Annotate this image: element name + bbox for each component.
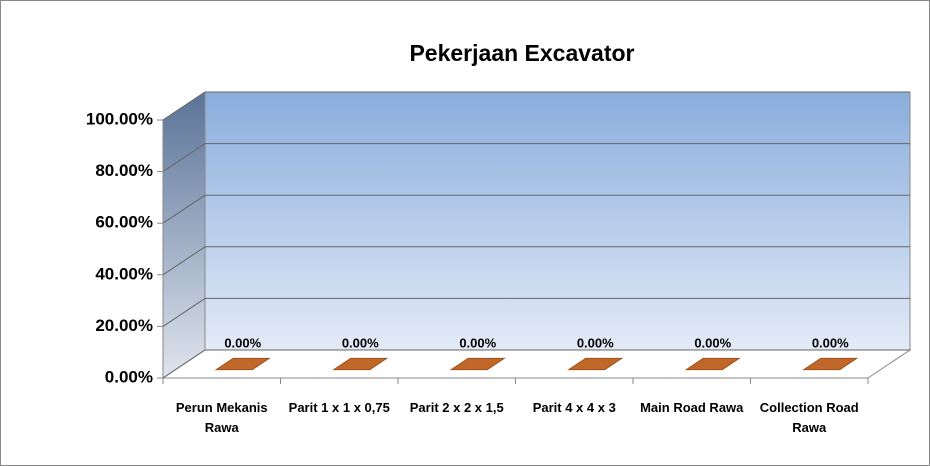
grid-line	[162, 297, 206, 327]
x-tick-label: Main Road Rawa	[640, 400, 744, 415]
side-wall	[162, 91, 206, 379]
grid-line	[162, 194, 206, 224]
value-label: 0.00%	[342, 335, 379, 350]
x-tick-label: Perun Mekanis Rawa	[175, 400, 268, 435]
bar	[802, 357, 859, 371]
bar	[684, 357, 741, 371]
y-tick-label: 0.00%	[105, 367, 153, 386]
bar	[214, 357, 271, 371]
grid-line	[162, 91, 206, 121]
grid-line	[162, 143, 206, 173]
value-label: 0.00%	[577, 335, 614, 350]
bar	[449, 357, 506, 371]
floor	[161, 349, 912, 379]
x-tick-label: Parit 2 x 2 x 1,5	[409, 400, 504, 415]
value-label: 0.00%	[812, 335, 849, 350]
value-label: 0.00%	[459, 335, 496, 350]
grid-line	[162, 246, 206, 276]
value-label: 0.00%	[694, 335, 731, 350]
x-tick-label: Parit 1 x 1 x 0,75	[288, 400, 390, 415]
back-wall	[204, 91, 911, 351]
y-tick-label: 80.00%	[95, 161, 153, 180]
bar	[332, 357, 389, 371]
grid-line	[162, 349, 206, 379]
x-tick-label: Collection Road Rawa	[759, 400, 859, 435]
y-tick-label: 60.00%	[95, 213, 153, 232]
value-label: 0.00%	[224, 335, 261, 350]
bar	[567, 357, 624, 371]
y-tick-label: 100.00%	[86, 109, 153, 128]
y-tick-label: 20.00%	[95, 316, 153, 335]
x-tick-label: Parit 4 x 4 x 3	[532, 400, 616, 415]
y-tick-label: 40.00%	[95, 264, 153, 283]
chart-title: Pekerjaan Excavator	[409, 40, 634, 66]
